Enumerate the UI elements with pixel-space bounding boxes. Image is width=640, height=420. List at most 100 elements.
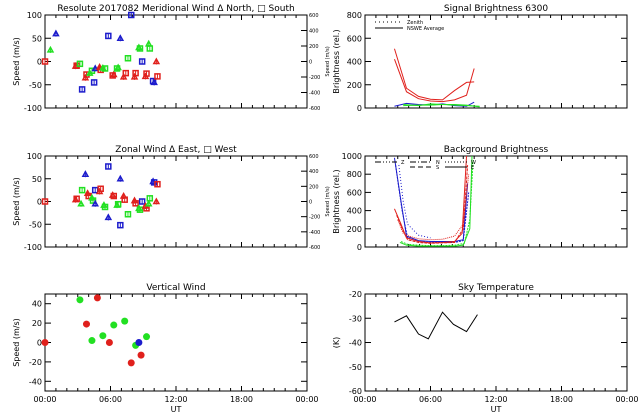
y-tick-label: 20 (32, 319, 42, 328)
panel-meridional: Resolute 2017082 Meridional Wind Δ North… (12, 4, 331, 113)
x-tick-label: 06:00 (99, 395, 122, 404)
x-axis-label: UT (171, 405, 182, 414)
data-point-square (73, 195, 80, 203)
y-tick-label: 40 (32, 300, 42, 309)
y-tick-label: -100 (24, 243, 42, 252)
y-tick-label: -50 (349, 363, 362, 372)
y-tick-label: -30 (349, 314, 362, 323)
y-tick-label: -40 (29, 377, 42, 386)
y-tick-label: 50 (32, 175, 42, 184)
data-point-triangle (52, 29, 60, 37)
legend-label: Z (401, 160, 405, 166)
data-point-square (138, 198, 146, 205)
panel-zonal: Zonal Wind Δ East, □ West 100 50 0 -50 -100 Sp… (12, 145, 331, 252)
y-right-tick-label: 0 (309, 200, 312, 206)
x-tick-label: 18:00 (230, 395, 253, 404)
data-point-triangle (150, 78, 158, 86)
x-tick-label: 00:00 (615, 395, 638, 404)
y-tick-label: -60 (349, 387, 362, 396)
data-point-triangle (119, 191, 128, 199)
data-point-triangle (81, 170, 90, 177)
x-axis-label: UT (491, 405, 502, 414)
data-point-square (78, 86, 86, 93)
data-point (41, 339, 49, 346)
y-right-tick-label: -200 (309, 75, 320, 81)
series-line (398, 165, 431, 239)
chart-title: Vertical Wind (146, 283, 205, 293)
data-point-square (136, 206, 144, 213)
data-point-square (105, 163, 112, 170)
series-line (396, 165, 469, 244)
y-tick-label: -20 (29, 358, 42, 367)
y-axis-label: Speed (m/s) (12, 177, 21, 226)
data-point (121, 317, 129, 325)
chart-title: Resolute 2017082 Meridional Wind Δ North… (57, 4, 294, 14)
y-axis-label: Brightness (rel.) (332, 29, 341, 93)
data-point-square (124, 54, 132, 62)
data-point-square (110, 192, 118, 200)
data-point (135, 339, 143, 346)
data-point-square (41, 198, 49, 205)
series-line (394, 59, 475, 103)
y-tick-label: 0 (37, 339, 42, 348)
y-tick-label: 800 (347, 170, 362, 179)
x-tick-label: 12:00 (484, 395, 507, 404)
plot-frame (364, 14, 628, 109)
data-point-triangle (119, 72, 128, 80)
data-point-square (154, 73, 161, 80)
x-tick-label: 00:00 (33, 395, 56, 404)
series-line (397, 174, 470, 241)
y-tick-label: 200 (347, 225, 362, 234)
y-tick-label: 400 (347, 58, 362, 67)
plot-frame (44, 155, 308, 248)
y-tick-label: -50 (29, 220, 42, 229)
chart-title: Zonal Wind Δ East, □ West (115, 145, 237, 155)
data-point-triangle (144, 199, 153, 207)
panel-background: Background Brightness 1000 800 600 400 200 0 Br… (332, 145, 628, 252)
data-point (88, 337, 96, 345)
data-point-square (124, 210, 132, 218)
legend-label: Zenith (407, 20, 423, 26)
series-line (394, 311, 478, 340)
data-point-square (154, 180, 161, 188)
data-point-square (114, 200, 122, 208)
data-point-triangle (130, 72, 139, 80)
data-point (93, 294, 101, 302)
y-tick-label: -20 (349, 290, 362, 299)
series-line (395, 165, 470, 243)
data-point (127, 359, 135, 367)
data-point-triangle (91, 64, 99, 72)
data-point (110, 321, 118, 329)
data-point-square (121, 196, 128, 203)
data-point (82, 320, 90, 328)
data-point-square (41, 58, 49, 65)
chart-title: Sky Temperature (458, 283, 534, 293)
data-point-triangle (110, 70, 118, 78)
y-right-axis-label: Speed (m/s) (325, 46, 331, 76)
data-point-triangle (77, 199, 85, 207)
x-tick-label: 18:00 (550, 395, 573, 404)
data-point-triangle (104, 213, 113, 221)
y-axis-label: (K) (332, 337, 341, 349)
y-tick-label: 0 (37, 58, 42, 67)
series-line (393, 48, 475, 101)
y-tick-label: 800 (347, 11, 362, 20)
data-point-triangle (46, 45, 55, 53)
panel-vertical: Vertical Wind 00:00 06:00 12:00 18:00 00:00 UT… (12, 283, 319, 414)
series-line (403, 104, 480, 108)
y-right-tick-label: -600 (309, 106, 320, 112)
y-tick-label: 400 (347, 207, 362, 216)
data-point-square (117, 221, 124, 229)
y-tick-label: 600 (347, 188, 362, 197)
y-tick-label: 100 (27, 152, 42, 161)
x-tick-label: 12:00 (164, 395, 187, 404)
y-axis-label: Speed (m/s) (12, 318, 21, 367)
y-tick-label: 0 (357, 243, 362, 252)
series-line (400, 160, 474, 247)
data-point (143, 333, 151, 341)
y-tick-label: -50 (29, 81, 42, 90)
y-right-tick-label: -600 (309, 245, 320, 251)
data-point-square (90, 79, 98, 86)
data-point-square (101, 203, 109, 211)
panel-signal: Signal Brightness 6300 800 600 400 200 0 Brigh… (332, 4, 628, 113)
